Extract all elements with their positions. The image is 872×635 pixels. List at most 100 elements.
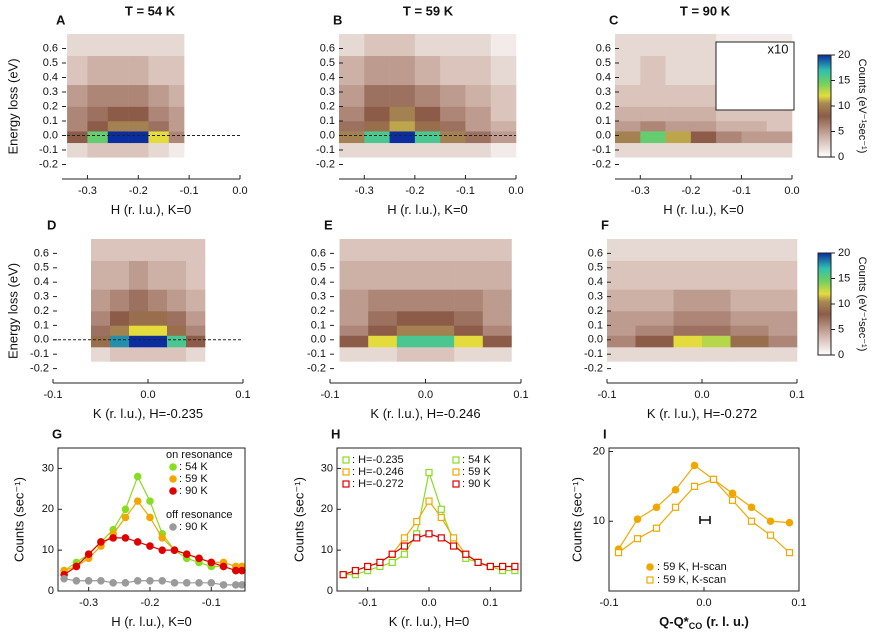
heatmap-cell [389, 84, 416, 107]
data-point [425, 530, 433, 538]
heatmap-cell [91, 311, 111, 326]
heatmap-cell [665, 142, 692, 158]
heatmap-cell [607, 289, 636, 312]
heatmap-cell [148, 121, 170, 132]
heatmap-cell [425, 239, 455, 261]
x-tick-label: -0.1 [600, 597, 619, 609]
data-point [364, 562, 372, 571]
y-tick-label: 20 [42, 503, 54, 515]
heatmap-cell [167, 289, 187, 312]
x-tick-label: -0.1 [456, 185, 475, 197]
x-axis-label: H (r. l.u.), K=0 [111, 614, 192, 629]
y-tick-label: 10 [42, 544, 54, 556]
heatmap-cell [87, 55, 109, 86]
data-point [72, 576, 81, 585]
heatmap-cell [167, 325, 187, 336]
colorbar [817, 252, 832, 356]
x-tick-label: 0.0 [418, 389, 433, 401]
heatmap-cell [665, 34, 692, 57]
series-line [63, 537, 242, 576]
y-axis-label: Counts (sec⁻¹) [11, 477, 26, 562]
x-tick-label: 0.0 [140, 389, 155, 401]
heatmap-cell [768, 347, 798, 362]
heatmap-cell [615, 34, 641, 57]
y-tick-label: 0.4 [311, 276, 326, 288]
heatmap-cell [607, 311, 636, 326]
heatmap-cell [364, 106, 390, 122]
heatmap-cell [339, 347, 369, 362]
heatmap-cell [148, 289, 168, 312]
x-axis-label: H (r. l.u.), K=0 [387, 202, 468, 217]
heatmap-cell [665, 106, 692, 122]
heatmap-cell [167, 335, 187, 348]
heatmap-cell [110, 325, 130, 336]
data-point [219, 581, 228, 589]
heatmap-cell [91, 335, 111, 348]
heatmap-cell [339, 142, 365, 158]
y-tick-label: 0.2 [34, 305, 49, 317]
y-tick-label: 0.0 [311, 334, 326, 346]
heatmap-cell [454, 335, 484, 348]
heatmap-cell [186, 335, 206, 348]
x-label-main: H (r. l.u.), K=0 [387, 202, 468, 217]
panel-letter: A [56, 12, 66, 27]
data-point [84, 576, 93, 585]
heatmap-cell [87, 121, 109, 132]
heatmap-cell [148, 84, 170, 107]
heatmap-cell [167, 260, 187, 290]
data-point [747, 517, 756, 525]
heatmap-cell [364, 84, 390, 107]
heatmap-cell [87, 106, 109, 122]
heatmap-cell [364, 55, 390, 86]
heatmap-cell [368, 239, 398, 261]
panel-letter: C [609, 12, 619, 27]
data-point [425, 497, 433, 505]
y-tick-label: -0.2 [307, 363, 326, 375]
data-point [452, 456, 460, 464]
heatmap-cell [368, 311, 398, 326]
heatmap-cell [482, 347, 512, 362]
heatmap-cell [167, 311, 187, 326]
heatmap-cell [414, 55, 441, 86]
y-tick-label: -0.1 [307, 348, 326, 360]
data-point [219, 562, 228, 571]
data-point [133, 576, 142, 585]
y-tick-label: 20 [593, 445, 605, 457]
heatmap-cell [690, 84, 717, 107]
y-tick-label: 0.0 [34, 334, 49, 346]
panel: E -0.1 0.0 0.1 -0.2 -0.1 0.0 0.1 0.2 0.3 0.4 0.5 0.6… [307, 217, 529, 421]
data-point [652, 524, 661, 532]
data-point [109, 579, 117, 587]
x-tick-label: 0.0 [421, 597, 436, 609]
data-point [437, 513, 445, 522]
series-line [618, 478, 790, 554]
heatmap-cell [148, 239, 168, 261]
data-point [342, 468, 350, 476]
x-tick-label: 0.1 [483, 597, 498, 609]
heatmap-cell [368, 325, 398, 336]
heatmap-cell [665, 131, 692, 144]
y-tick-label: 0 [48, 585, 54, 597]
inset-label: x10 [768, 41, 789, 56]
heatmap-cell [702, 325, 731, 336]
heatmap-cell [741, 131, 768, 144]
heatmap-cell [91, 347, 111, 362]
heatmap-cell [148, 335, 168, 348]
heatmap-cell [91, 289, 111, 312]
data-point [449, 542, 458, 550]
y-tick-label: -0.2 [316, 158, 335, 170]
heatmap-cell [615, 55, 641, 86]
data-point [728, 496, 737, 504]
heatmap-cell [465, 55, 492, 86]
heatmap-cell [454, 347, 484, 362]
heatmap-cell [702, 335, 731, 348]
heatmap-cell [716, 142, 742, 158]
frame [57, 447, 246, 592]
heatmap-cell [396, 311, 426, 326]
heatmap-cell [128, 121, 149, 132]
heatmap-cell [396, 260, 426, 290]
panel-letter: D [47, 217, 56, 232]
heatmap-cell [414, 121, 441, 132]
heatmap-cell [465, 84, 492, 107]
heatmap-cell [425, 311, 455, 326]
